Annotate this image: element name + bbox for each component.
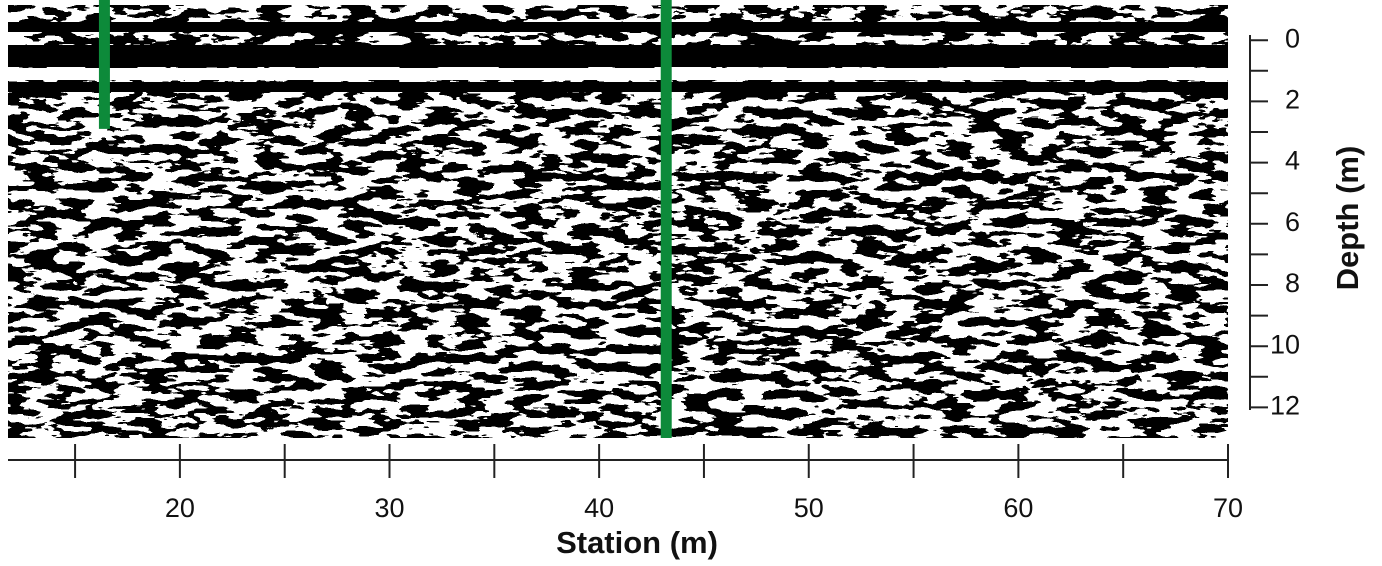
- x-tick-label: 60: [1003, 493, 1033, 523]
- x-tick-label: 50: [794, 493, 824, 523]
- y-tick-label: 0: [1285, 23, 1300, 53]
- x-tick-label: 40: [584, 493, 614, 523]
- radargram-image: [8, 5, 1228, 438]
- y-axis-title: Depth (m): [1330, 146, 1365, 291]
- x-axis-title: Station (m): [556, 525, 718, 560]
- y-tick-label: 6: [1285, 207, 1300, 237]
- y-tick-label: 8: [1285, 268, 1300, 298]
- y-tick-label: 2: [1285, 85, 1300, 115]
- y-tick-label: 10: [1270, 329, 1300, 359]
- x-tick-label: 70: [1213, 493, 1243, 523]
- x-tick-label: 30: [374, 493, 404, 523]
- x-tick-label: 20: [165, 493, 195, 523]
- y-tick-label: 12: [1270, 391, 1300, 421]
- y-tick-label: 4: [1285, 146, 1300, 176]
